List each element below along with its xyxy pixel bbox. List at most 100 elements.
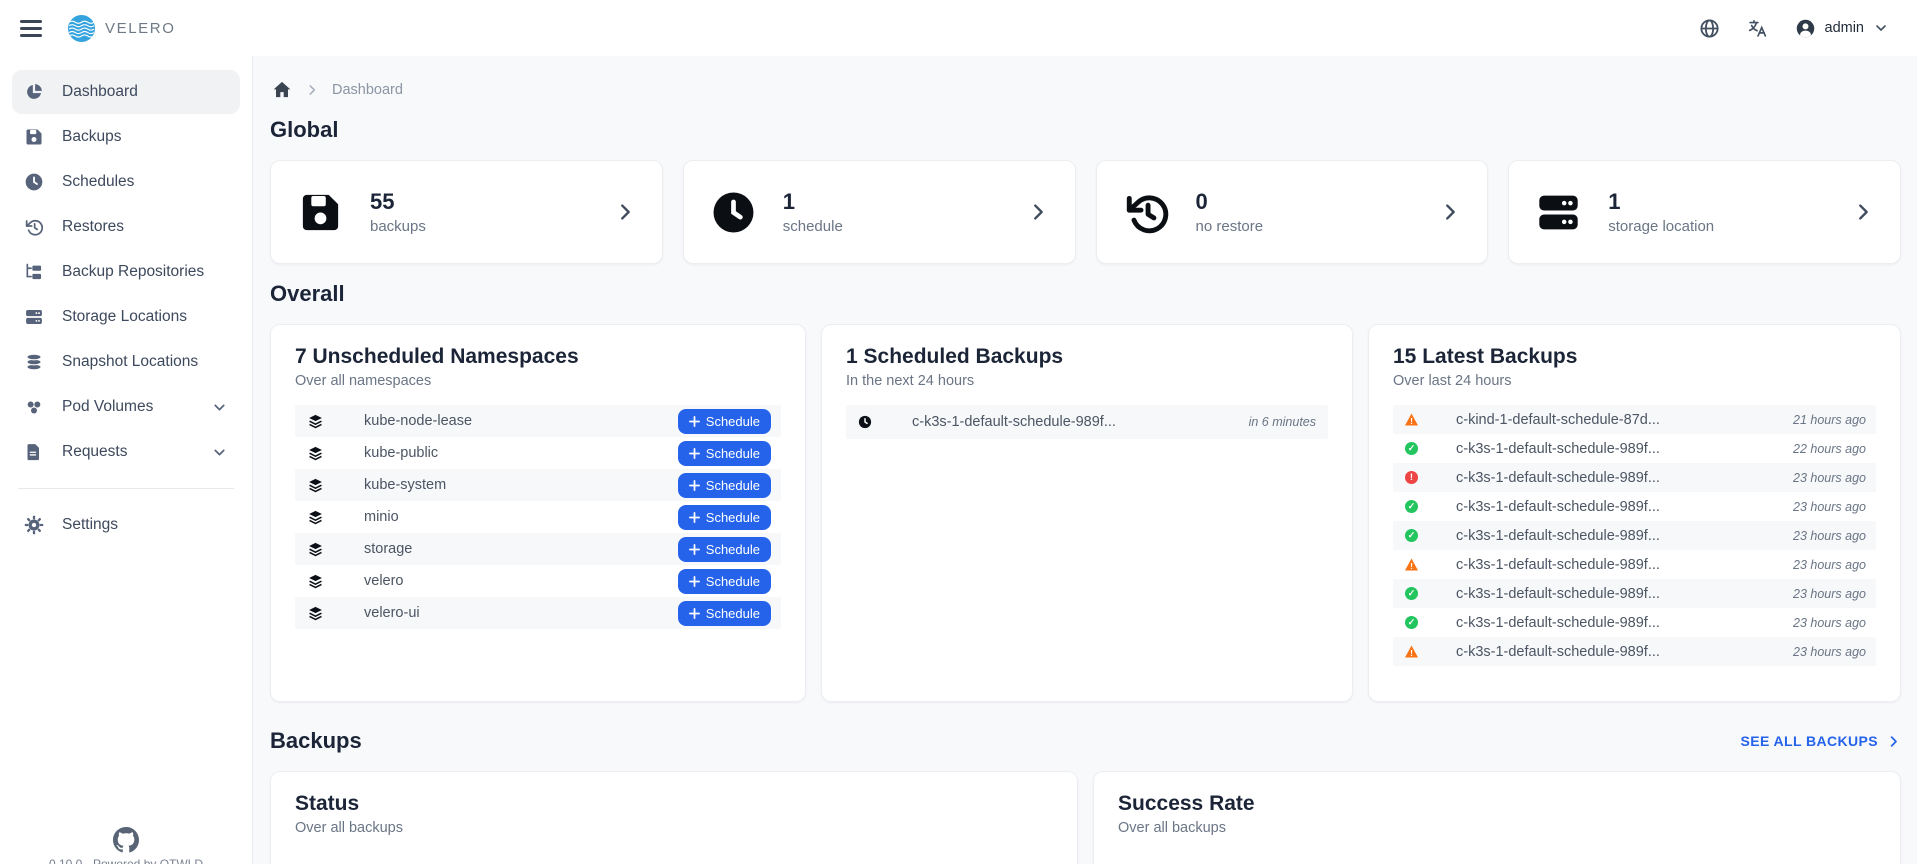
backups-section-title: Backups <box>270 728 362 753</box>
overall-section-title: Overall <box>270 281 345 306</box>
backup-name: c-kind-1-default-schedule-87d... <box>1456 411 1660 428</box>
scheduled-list: c-k3s-1-default-schedule-989f... in 6 mi… <box>846 405 1328 439</box>
backup-status-icon <box>1405 558 1418 571</box>
sidebar-item-restores[interactable]: Restores <box>12 205 240 249</box>
home-icon[interactable] <box>272 80 292 100</box>
sidebar-item-label: Backup Repositories <box>62 263 205 280</box>
backup-row[interactable]: c-kind-1-default-schedule-87d... 21 hour… <box>1393 405 1876 434</box>
backup-row[interactable]: c-k3s-1-default-schedule-989f... 23 hour… <box>1393 637 1876 666</box>
sidebar-item-backups[interactable]: Backups <box>12 115 240 159</box>
namespace-name: minio <box>364 509 399 525</box>
backup-time: 23 hours ago <box>1793 644 1866 659</box>
globe-button[interactable] <box>1699 18 1720 39</box>
backup-time: 22 hours ago <box>1793 441 1866 456</box>
clock-icon <box>25 173 43 191</box>
stat-card-restores[interactable]: 0 no restore <box>1095 160 1489 264</box>
success-rate-card: Success Rate Over all backups <box>1093 771 1901 864</box>
version-text: 0.10.0 - Powered by OTWLD <box>48 857 204 864</box>
namespace-row: kube-public Schedule <box>295 437 781 469</box>
scheduled-backup-row[interactable]: c-k3s-1-default-schedule-989f... in 6 mi… <box>846 405 1328 439</box>
stat-card-storage-locations[interactable]: 1 storage location <box>1508 160 1901 264</box>
main-content: Dashboard Global 55 backups <box>253 56 1917 864</box>
sidebar-item-storage-locations[interactable]: Storage Locations <box>12 295 240 339</box>
sidebar-item-settings[interactable]: Settings <box>12 503 240 547</box>
plus-icon <box>688 607 700 619</box>
menu-button[interactable] <box>20 19 42 37</box>
plus-icon <box>688 543 700 555</box>
sidebar-item-schedules[interactable]: Schedules <box>12 160 240 204</box>
namespace-row: storage Schedule <box>295 533 781 565</box>
backup-row[interactable]: c-k3s-1-default-schedule-989f... 22 hour… <box>1393 434 1876 463</box>
velero-logo-icon <box>68 14 95 42</box>
namespace-name: velero <box>364 573 404 589</box>
schedule-button[interactable]: Schedule <box>677 568 771 594</box>
github-icon[interactable] <box>113 827 139 853</box>
backup-status-icon <box>1405 616 1418 629</box>
sidebar-item-snapshot-locations[interactable]: Snapshot Locations <box>12 340 240 384</box>
backup-row[interactable]: c-k3s-1-default-schedule-989f... 23 hour… <box>1393 521 1876 550</box>
stat-card-backups[interactable]: 55 backups <box>270 160 663 264</box>
translate-button[interactable] <box>1747 18 1768 39</box>
schedule-name: c-k3s-1-default-schedule-989f... <box>912 414 1116 430</box>
backup-row[interactable]: c-k3s-1-default-schedule-989f... 23 hour… <box>1393 550 1876 579</box>
sidebar-item-label: Pod Volumes <box>62 398 154 415</box>
topbar: VELERO admin <box>0 0 1917 56</box>
schedule-button[interactable]: Schedule <box>677 408 771 434</box>
backup-time: 23 hours ago <box>1793 615 1866 630</box>
card-title: 15 Latest Backups <box>1393 345 1578 368</box>
sidebar-item-label: Snapshot Locations <box>62 353 199 370</box>
stat-label: storage location <box>1608 218 1715 235</box>
backup-status-icon <box>1405 500 1418 513</box>
backup-time: 23 hours ago <box>1793 557 1866 572</box>
see-all-backups-link[interactable]: SEE ALL BACKUPS <box>1741 733 1901 749</box>
stat-card-schedules[interactable]: 1 schedule <box>682 160 1076 264</box>
gear-icon <box>24 515 44 535</box>
schedule-button-label: Schedule <box>705 477 760 493</box>
brand-name: VELERO <box>105 19 176 37</box>
sidebar-item-label: Backups <box>62 128 122 145</box>
schedule-button[interactable]: Schedule <box>677 472 771 498</box>
namespace-name: storage <box>364 541 413 557</box>
sidebar-item-backup-repositories[interactable]: Backup Repositories <box>12 250 240 294</box>
stat-value: 0 <box>1195 189 1208 214</box>
scheduled-backups-card: 1 Scheduled Backups In the next 24 hours… <box>821 324 1353 702</box>
schedule-button[interactable]: Schedule <box>677 504 771 530</box>
floppy-disk-icon <box>302 194 339 230</box>
user-name: admin <box>1824 20 1865 36</box>
backup-status-icon <box>1405 442 1418 455</box>
backup-row[interactable]: c-k3s-1-default-schedule-989f... 23 hour… <box>1393 492 1876 521</box>
chevron-right-icon <box>1446 204 1456 220</box>
backup-row[interactable]: c-k3s-1-default-schedule-989f... 23 hour… <box>1393 463 1876 492</box>
schedule-button[interactable]: Schedule <box>677 600 771 626</box>
backup-row[interactable]: c-k3s-1-default-schedule-989f... 23 hour… <box>1393 579 1876 608</box>
clock-icon <box>858 415 872 429</box>
see-all-backups-label: SEE ALL BACKUPS <box>1740 733 1878 749</box>
namespace-row: kube-node-lease Schedule <box>295 405 781 437</box>
backup-name: c-k3s-1-default-schedule-989f... <box>1456 440 1660 457</box>
clock-icon <box>713 192 754 232</box>
chevron-right-icon <box>309 85 316 95</box>
sidebar-item-pod-volumes[interactable]: Pod Volumes <box>12 385 240 429</box>
schedule-button[interactable]: Schedule <box>677 440 771 466</box>
card-subtitle: Over last 24 hours <box>1393 373 1512 389</box>
card-subtitle: In the next 24 hours <box>846 373 975 389</box>
sidebar-item-dashboard[interactable]: Dashboard <box>12 70 240 114</box>
namespace-name: kube-node-lease <box>364 413 473 429</box>
plus-icon <box>688 479 700 491</box>
sidebar-item-label: Dashboard <box>62 83 138 100</box>
latest-backups-card: 15 Latest Backups Over last 24 hours c-k… <box>1368 324 1901 702</box>
backup-time: 21 hours ago <box>1793 412 1866 427</box>
sidebar-divider <box>18 488 234 489</box>
sidebar-item-requests[interactable]: Requests <box>12 430 240 474</box>
namespace-name: kube-system <box>364 477 447 493</box>
sidebar-item-label: Schedules <box>62 173 135 190</box>
schedule-button-label: Schedule <box>705 541 760 557</box>
layers-icon <box>309 542 322 556</box>
chevron-right-icon <box>620 204 630 220</box>
backup-row[interactable]: c-k3s-1-default-schedule-989f... 23 hour… <box>1393 608 1876 637</box>
user-menu[interactable]: admin <box>1795 18 1890 39</box>
global-cards-row: 55 backups 1 schedule <box>270 160 1901 264</box>
chevron-right-icon <box>1033 204 1043 220</box>
namespace-list: kube-node-lease Schedule <box>295 405 781 629</box>
schedule-button[interactable]: Schedule <box>677 536 771 562</box>
